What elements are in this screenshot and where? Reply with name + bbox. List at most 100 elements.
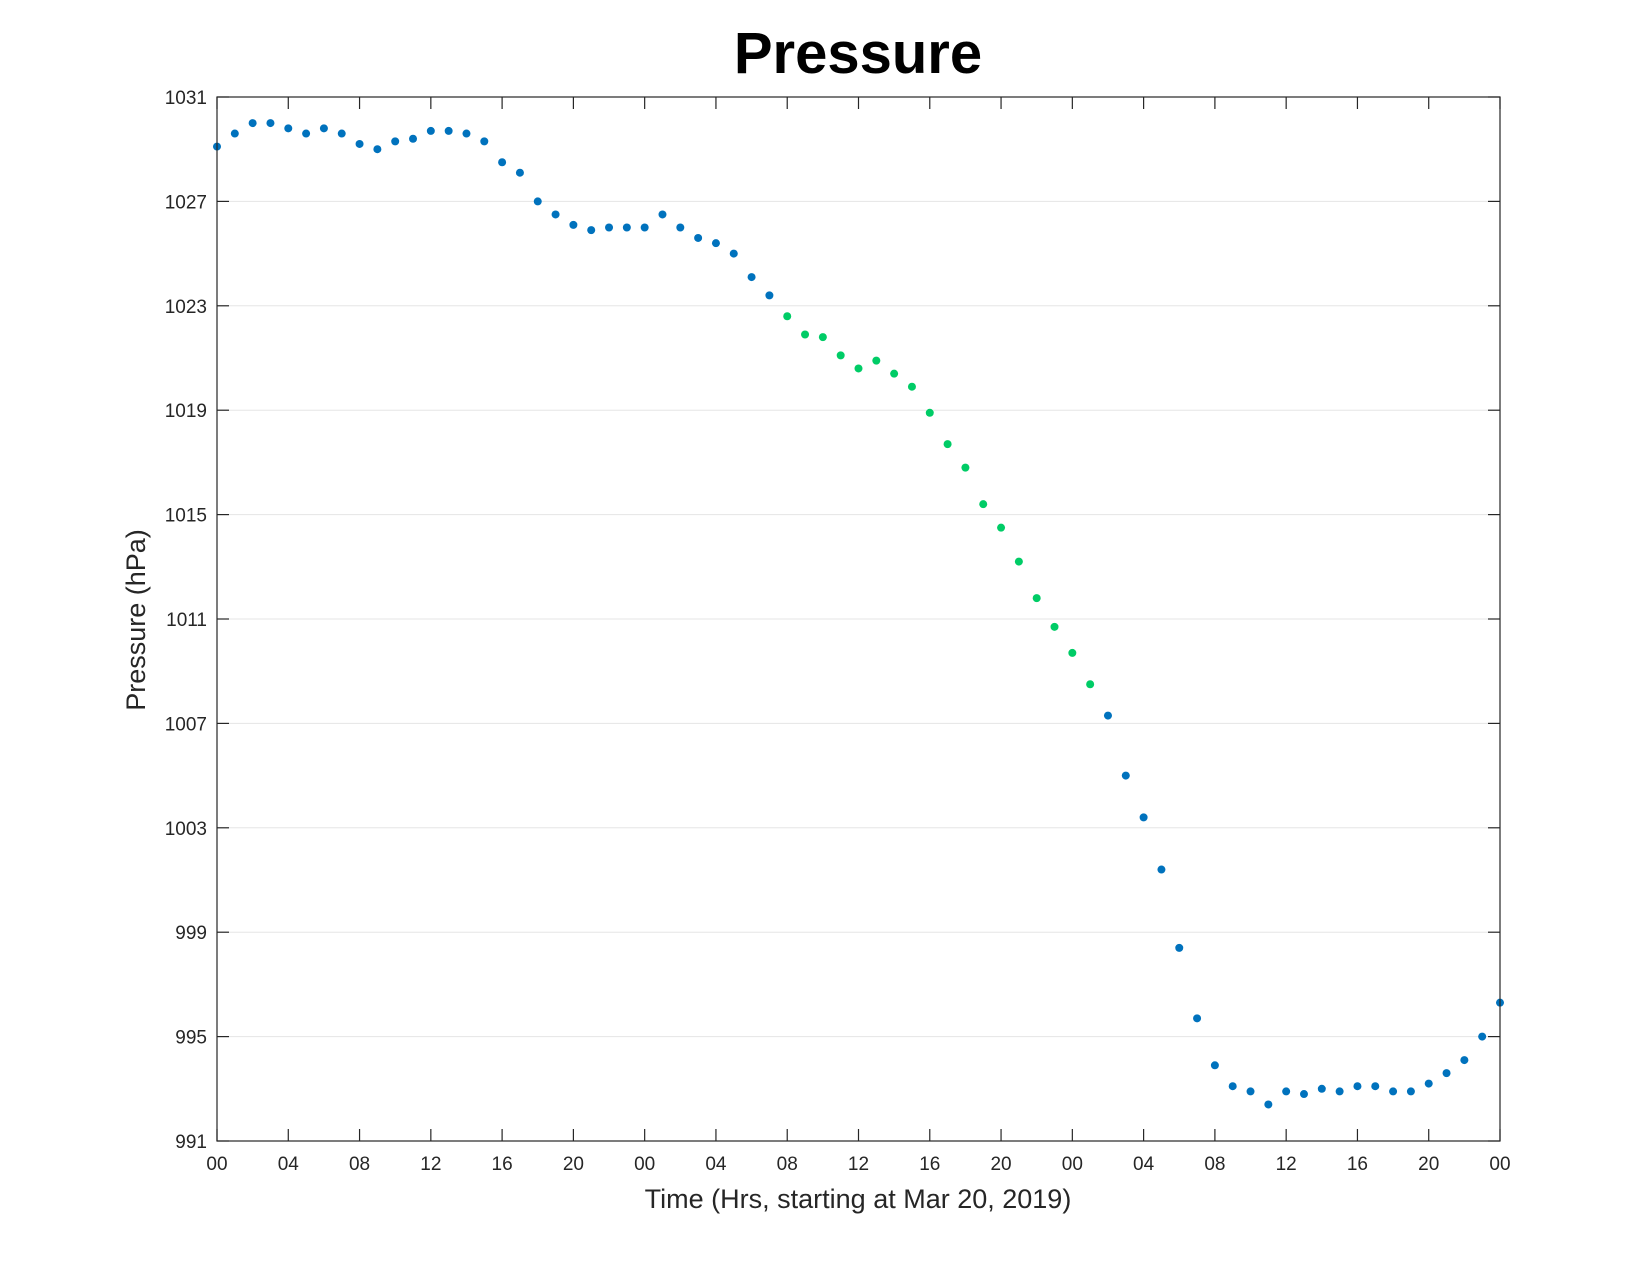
x-tick-label: 00 — [206, 1154, 227, 1175]
x-tick-label: 12 — [1276, 1154, 1297, 1175]
data-point — [872, 356, 881, 365]
y-tick-label: 995 — [175, 1028, 207, 1049]
x-tick-label: 20 — [563, 1154, 584, 1175]
data-point — [1086, 680, 1095, 689]
data-point — [694, 233, 703, 242]
grid-lines — [217, 96, 1500, 1142]
data-point — [907, 382, 916, 391]
data-point — [658, 210, 667, 219]
data-point — [319, 124, 328, 133]
data-point — [1246, 1087, 1255, 1096]
y-tick-label: 1023 — [165, 297, 207, 318]
y-tick-label: 1003 — [165, 819, 207, 840]
data-point — [1478, 1032, 1487, 1041]
data-point — [747, 273, 756, 282]
data-point — [391, 137, 400, 146]
data-point — [248, 119, 257, 128]
data-point — [480, 137, 489, 146]
data-points — [213, 119, 1504, 1109]
data-point — [676, 223, 685, 232]
data-point — [1139, 813, 1148, 822]
data-point — [1050, 622, 1059, 631]
data-point — [1299, 1090, 1308, 1099]
data-point — [515, 168, 524, 177]
x-tick-label: 16 — [919, 1154, 940, 1175]
chart-title: Pressure — [734, 21, 982, 86]
data-point — [1175, 943, 1184, 952]
x-tick-label: 08 — [1204, 1154, 1225, 1175]
data-point — [266, 119, 275, 128]
data-point — [551, 210, 560, 219]
y-tick-label: 999 — [175, 923, 207, 944]
data-point — [605, 223, 614, 232]
y-tick-label: 1019 — [165, 401, 207, 422]
data-point — [783, 312, 792, 321]
y-tick-label: 1027 — [165, 192, 207, 213]
data-point — [302, 129, 311, 138]
data-point — [640, 223, 649, 232]
data-point — [622, 223, 631, 232]
x-tick-label: 00 — [1489, 1154, 1510, 1175]
data-point — [1193, 1014, 1202, 1023]
x-tick-label: 04 — [1133, 1154, 1155, 1175]
data-point — [711, 239, 720, 248]
data-point — [1264, 1100, 1273, 1109]
data-point — [1442, 1069, 1451, 1078]
data-point — [1103, 711, 1112, 720]
data-point — [1424, 1079, 1433, 1088]
x-tick-label: 16 — [492, 1154, 513, 1175]
data-point — [1282, 1087, 1291, 1096]
data-point — [284, 124, 293, 133]
data-point — [836, 351, 845, 360]
data-point — [1068, 648, 1077, 657]
data-point — [1371, 1082, 1380, 1091]
data-point — [587, 226, 596, 235]
data-point — [409, 134, 418, 143]
data-point — [1014, 557, 1023, 566]
x-axis-label: Time (Hrs, starting at Mar 20, 2019) — [645, 1184, 1072, 1214]
y-tick-label: 1015 — [165, 506, 207, 527]
x-tick-label: 04 — [278, 1154, 300, 1175]
x-tick-label: 20 — [990, 1154, 1011, 1175]
data-point — [569, 220, 578, 229]
data-point — [1335, 1087, 1344, 1096]
data-point — [498, 158, 507, 167]
y-tick-label: 1011 — [166, 610, 207, 631]
data-point — [533, 197, 542, 206]
data-point — [337, 129, 346, 138]
data-point — [1157, 865, 1166, 874]
x-tick-label: 08 — [349, 1154, 370, 1175]
x-tick-label: 00 — [1062, 1154, 1083, 1175]
data-point — [1460, 1056, 1469, 1065]
x-tick-label: 00 — [634, 1154, 655, 1175]
x-tick-label: 04 — [705, 1154, 727, 1175]
data-point — [943, 440, 952, 449]
data-point — [801, 330, 810, 339]
x-tick-label: 20 — [1418, 1154, 1439, 1175]
data-point — [1389, 1087, 1398, 1096]
data-point — [997, 523, 1006, 532]
data-point — [1317, 1084, 1326, 1093]
data-point — [444, 126, 453, 135]
x-tick-label: 16 — [1347, 1154, 1368, 1175]
data-point — [1406, 1087, 1415, 1096]
y-tick-label: 991 — [175, 1132, 207, 1153]
data-point — [854, 364, 863, 373]
data-point — [765, 291, 774, 300]
y-tick-label: 1031 — [165, 88, 207, 109]
data-point — [979, 500, 988, 509]
axis-ticks: 991 995 999 1003 1007 1011 1015 1019 1023 1027 103… — [165, 88, 1511, 1175]
data-point — [373, 145, 382, 154]
data-point — [818, 333, 827, 342]
x-tick-label: 12 — [420, 1154, 441, 1175]
y-tick-label: 1007 — [165, 714, 207, 735]
data-point — [890, 369, 899, 378]
data-point — [1353, 1082, 1362, 1091]
data-point — [961, 463, 970, 472]
data-point — [1228, 1082, 1237, 1091]
data-point — [925, 408, 934, 417]
x-tick-label: 08 — [777, 1154, 798, 1175]
y-axis-label: Pressure (hPa) — [121, 529, 151, 711]
data-point — [1210, 1061, 1219, 1070]
